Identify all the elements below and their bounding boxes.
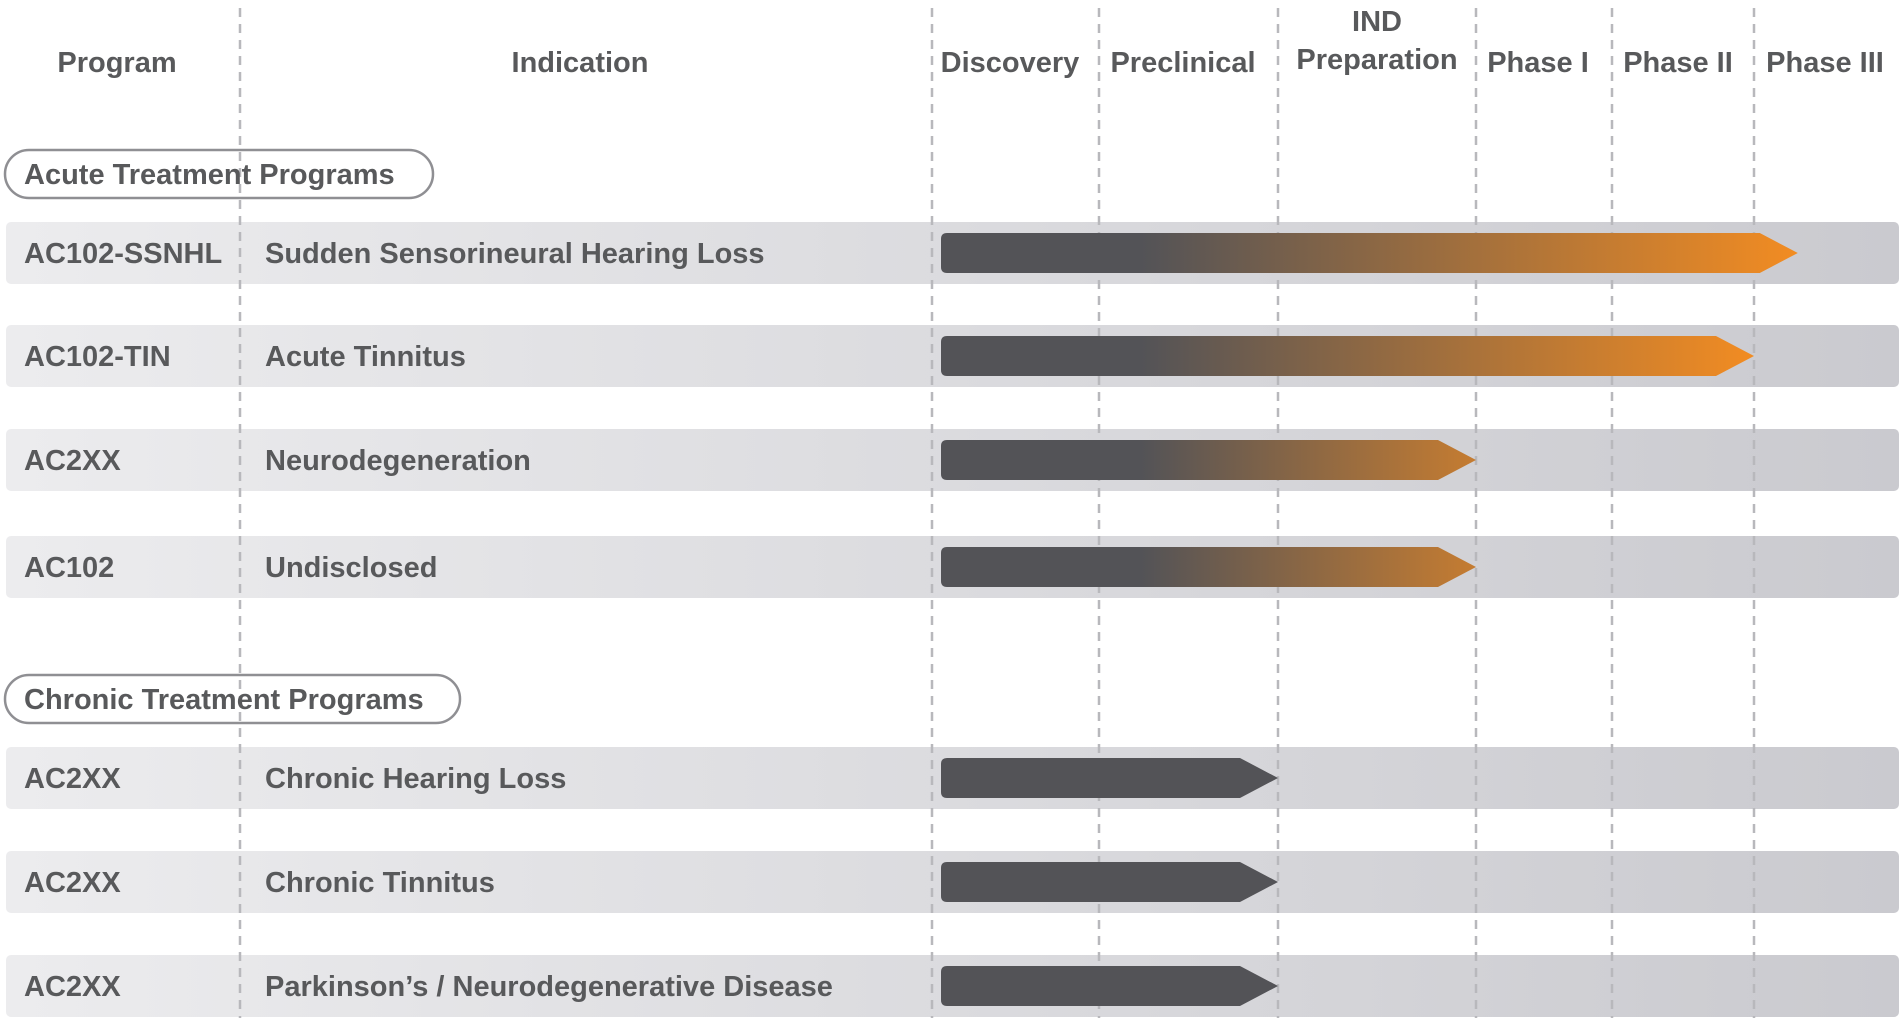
program-label: AC2XX xyxy=(24,763,121,795)
indication-label: Neurodegeneration xyxy=(265,445,531,477)
group-pill-1 xyxy=(3,673,462,725)
progress-bar xyxy=(941,336,1754,376)
progress-bar xyxy=(941,233,1798,273)
header-program: Program xyxy=(57,47,176,79)
program-label: AC102-SSNHL xyxy=(24,238,222,270)
progress-bar xyxy=(941,966,1278,1006)
program-label: AC102-TIN xyxy=(24,341,171,373)
program-label: AC2XX xyxy=(24,971,121,1003)
indication-label: Undisclosed xyxy=(265,552,437,584)
header-stage-4: Phase II xyxy=(1623,47,1733,79)
header-stage-5: Phase III xyxy=(1766,47,1884,79)
header-stage-3: Phase I xyxy=(1487,47,1589,79)
header-stage-2-line1: IND xyxy=(1352,6,1402,38)
program-label: AC2XX xyxy=(24,445,121,477)
header-stage-2-line2: Preparation xyxy=(1296,44,1457,76)
progress-bar xyxy=(941,547,1476,587)
progress-bar xyxy=(941,440,1476,480)
group-title-1: Chronic Treatment Programs xyxy=(24,684,424,716)
header-indication: Indication xyxy=(512,47,649,79)
program-label: AC2XX xyxy=(24,867,121,899)
indication-label: Chronic Tinnitus xyxy=(265,867,495,899)
header-stage-1: Preclinical xyxy=(1110,47,1255,79)
indication-label: Parkinson’s / Neurodegenerative Disease xyxy=(265,971,833,1003)
header-stage-0: Discovery xyxy=(941,47,1080,79)
indication-label: Chronic Hearing Loss xyxy=(265,763,566,795)
indication-label: Acute Tinnitus xyxy=(265,341,466,373)
progress-bar xyxy=(941,862,1278,902)
indication-label: Sudden Sensorineural Hearing Loss xyxy=(265,238,765,270)
program-label: AC102 xyxy=(24,552,114,584)
group-title-0: Acute Treatment Programs xyxy=(24,159,395,191)
group-pill-0 xyxy=(3,148,435,200)
progress-bar xyxy=(941,758,1278,798)
